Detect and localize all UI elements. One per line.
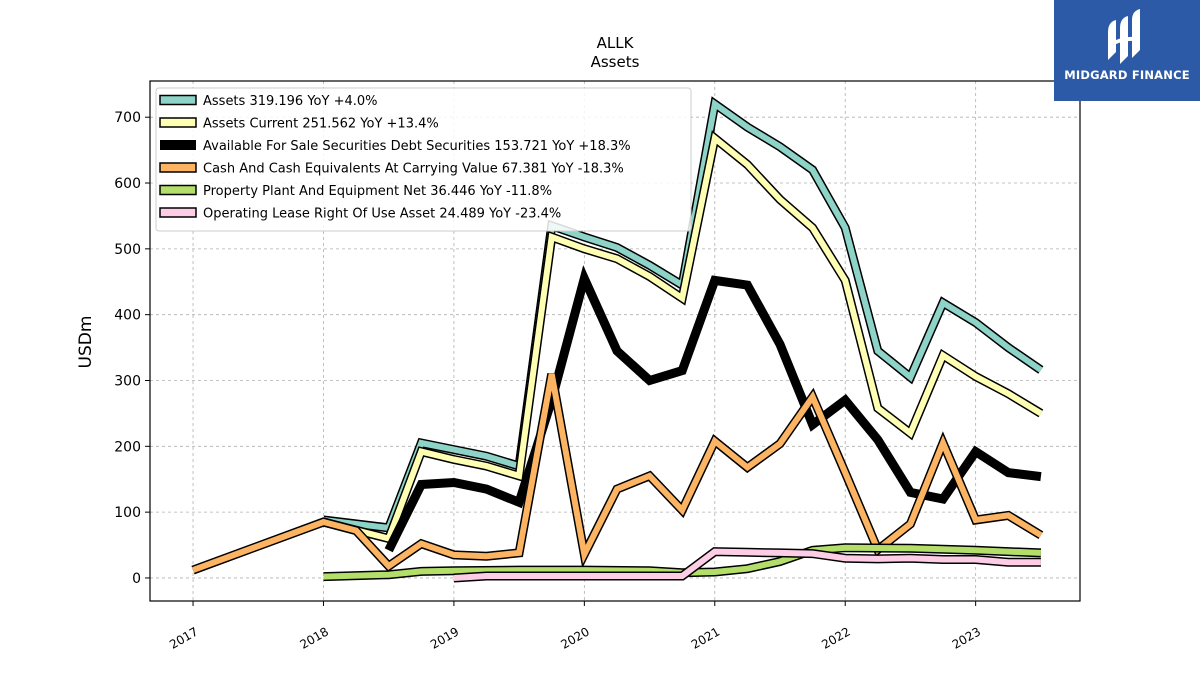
midgard-finance-logo: MIDGARD FINANCE bbox=[1054, 0, 1200, 101]
x-tick-label: 2018 bbox=[298, 624, 331, 651]
x-tick-label: 2022 bbox=[819, 624, 852, 651]
y-tick-label: 100 bbox=[114, 505, 141, 521]
legend-swatch bbox=[159, 207, 197, 218]
legend-swatch bbox=[159, 117, 197, 128]
legend-label: Cash And Cash Equivalents At Carrying Va… bbox=[203, 162, 624, 177]
series-line-outline bbox=[191, 373, 1044, 575]
legend-swatch bbox=[159, 184, 197, 196]
legend-item: Operating Lease Right Of Use Asset 24.48… bbox=[159, 207, 561, 222]
y-tick-label: 200 bbox=[114, 439, 141, 455]
legend-label: Assets 319.196 YoY +4.0% bbox=[203, 94, 378, 109]
legend-item: Available For Sale Securities Debt Secur… bbox=[160, 139, 631, 154]
series-line-stroke bbox=[323, 98, 1043, 532]
legend: Assets 319.196 YoY +4.0% Assets Current 2… bbox=[155, 87, 692, 232]
y-axis-label: USDm bbox=[76, 316, 96, 369]
legend-box bbox=[155, 87, 692, 232]
series-line bbox=[384, 265, 1042, 553]
y-tick-label: 600 bbox=[114, 176, 141, 192]
legend-label: Property Plant And Equipment Net 36.446 … bbox=[203, 184, 552, 199]
logo-text: MIDGARD FINANCE bbox=[1064, 68, 1190, 82]
x-tick-label: 2021 bbox=[689, 624, 722, 651]
series-line bbox=[323, 543, 1042, 582]
axis-ticks: 0 100 200 300 400 500 600 700 2017 2018 2019 2020 20… bbox=[114, 110, 983, 652]
y-tick-label: 0 bbox=[132, 571, 141, 587]
series-line-stroke bbox=[453, 548, 1041, 581]
series-line bbox=[322, 130, 1044, 544]
x-tick-label: 2023 bbox=[950, 624, 983, 651]
legend-label: Available For Sale Securities Debt Secur… bbox=[203, 139, 631, 154]
legend-item: Property Plant And Equipment Net 36.446 … bbox=[159, 184, 552, 199]
series-lines bbox=[191, 96, 1044, 583]
legend-item: Assets Current 251.562 YoY +13.4% bbox=[159, 117, 439, 132]
legend-swatch bbox=[160, 140, 196, 150]
legend-label: Operating Lease Right Of Use Asset 24.48… bbox=[203, 207, 561, 222]
legend-swatch bbox=[159, 94, 197, 106]
chart-subtitle: Assets bbox=[591, 53, 640, 71]
x-tick-label: 2020 bbox=[558, 624, 591, 651]
y-tick-label: 300 bbox=[114, 373, 141, 389]
series-line-stroke bbox=[322, 132, 1043, 543]
series-line-stroke bbox=[323, 544, 1042, 580]
legend-item: Cash And Cash Equivalents At Carrying Va… bbox=[159, 162, 624, 177]
series-line-stroke bbox=[191, 373, 1043, 573]
legend-item: Assets 319.196 YoY +4.0% bbox=[159, 94, 378, 109]
series-line bbox=[322, 96, 1044, 533]
legend-label: Assets Current 251.562 YoY +13.4% bbox=[203, 117, 439, 132]
series-line-stroke bbox=[384, 265, 1042, 553]
x-tick-label: 2017 bbox=[167, 624, 200, 651]
series-line bbox=[191, 373, 1044, 575]
y-tick-label: 400 bbox=[114, 308, 141, 324]
x-tick-label: 2019 bbox=[428, 624, 461, 651]
y-tick-label: 500 bbox=[114, 242, 141, 258]
plot-frame bbox=[149, 80, 1081, 602]
series-line bbox=[453, 547, 1041, 583]
chart-title: ALLK bbox=[597, 34, 635, 52]
legend-swatch bbox=[159, 162, 197, 173]
y-tick-label: 700 bbox=[114, 110, 141, 126]
midgard-logo-icon bbox=[1108, 9, 1140, 64]
